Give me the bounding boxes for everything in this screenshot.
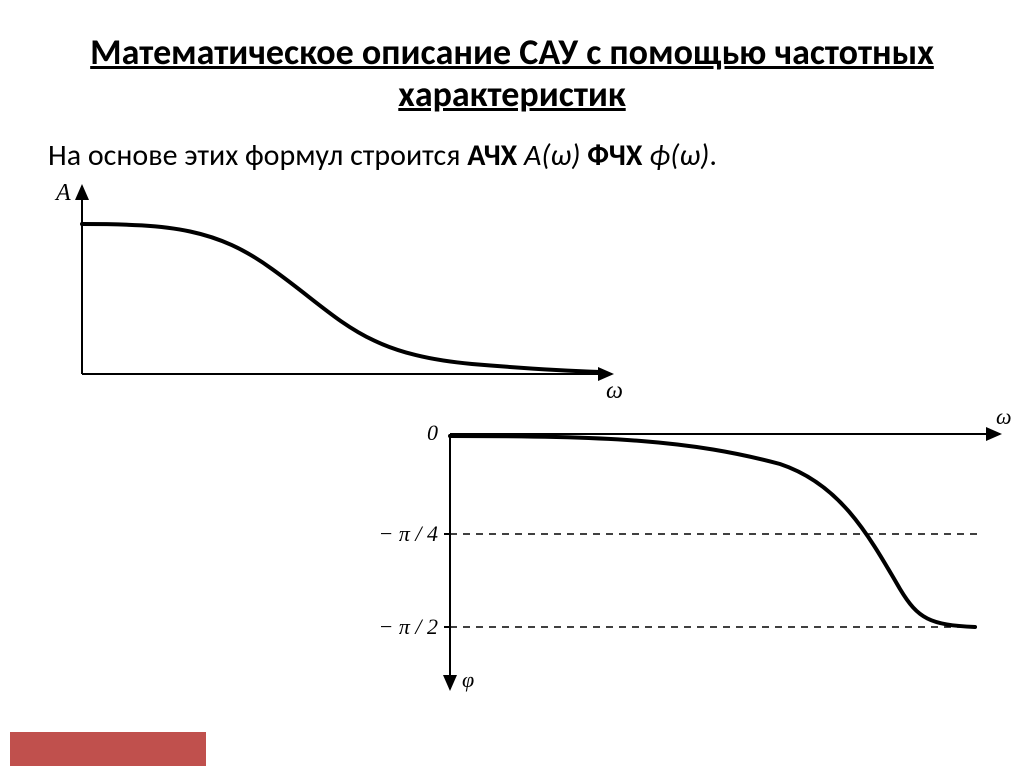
phase-curve [450, 436, 975, 627]
body-prefix: На основе этих формул строится [48, 137, 467, 174]
body-bold2: ФЧХ [587, 137, 649, 174]
accent-bar [10, 732, 206, 766]
amplitude-curve [82, 224, 600, 372]
phase-tick-label: − π / 4 [379, 521, 438, 546]
body-text: На основе этих формул строится АЧХ А(ω) … [0, 139, 1024, 174]
amplitude-chart: A ω [52, 174, 652, 399]
slide: Математическое описание САУ с помощью ча… [0, 24, 1024, 767]
page-title: Математическое описание САУ с помощью ча… [0, 24, 1024, 115]
x-axis-label: ω [996, 404, 1012, 429]
phase-ticks: − π / 4 − π / 2 [379, 521, 980, 639]
x-axis-label: ω [606, 378, 623, 399]
y-axis-arrow-icon [443, 675, 457, 691]
phase-chart: − π / 4 − π / 2 0 ω φ [370, 404, 1020, 704]
body-italic1: А(ω) [524, 137, 587, 174]
y-axis-label: A [54, 180, 71, 206]
body-bold1: АЧХ [467, 137, 524, 174]
y-axis-arrow-icon [75, 184, 89, 200]
x-axis-arrow-icon [986, 427, 1002, 441]
phase-tick-label: − π / 2 [379, 614, 438, 639]
y-axis-zero-label: 0 [427, 420, 438, 445]
body-suffix: . [709, 137, 717, 174]
y-axis-label: φ [462, 667, 474, 692]
body-italic2: ф(ω) [649, 137, 709, 174]
charts-area: A ω − π / 4 − π / 2 0 ω φ [0, 174, 1024, 714]
